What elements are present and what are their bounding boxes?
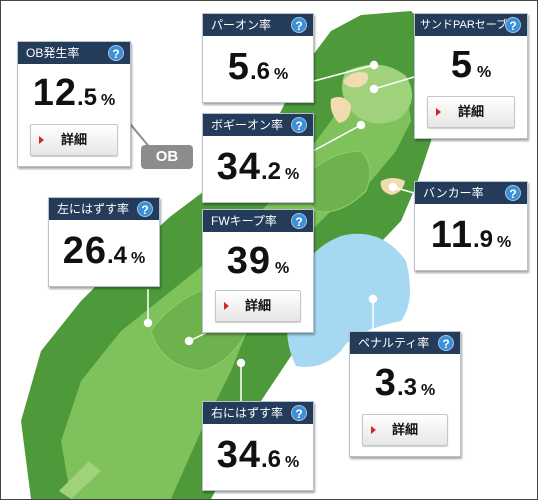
par-on-rate-card: パーオン率? 5.6% (202, 13, 314, 103)
arrow-icon (39, 136, 44, 144)
callout-lines (143, 60, 415, 401)
help-icon[interactable]: ? (291, 213, 307, 229)
help-icon[interactable]: ? (291, 405, 307, 421)
fw-keep-detail-button[interactable]: 詳細 (215, 290, 301, 322)
bunker-rate-card: バンカー率? 11.9% (414, 181, 528, 271)
ob-rate-card: OB発生率? 12.5% 詳細 (17, 41, 131, 167)
right-miss-rate-title: 右にはずす率 (211, 406, 284, 420)
penalty-rate-title: ペナルティ率 (358, 336, 430, 350)
bunker-rate-value: 11.9% (430, 214, 512, 256)
left-miss-rate-card: 左にはずす率? 26.4% (48, 197, 160, 287)
sand-save-rate-card: サンドPARセーブ率? 5% 詳細 (414, 13, 528, 139)
par-on-rate-value: 5.6% (227, 46, 289, 88)
bunker-2 (330, 97, 351, 123)
help-icon[interactable]: ? (291, 117, 307, 133)
sand-save-rate-value: 5% (450, 44, 492, 86)
fw-keep-rate-card: FWキープ率? 39% 詳細 (202, 209, 314, 333)
fw-keep-rate-value: 39% (226, 240, 290, 282)
par-on-rate-title: パーオン率 (211, 18, 272, 32)
sand-save-rate-title: サンドPARセーブ率 (420, 19, 519, 31)
help-icon[interactable]: ? (137, 201, 153, 217)
ob-tag: OB (141, 145, 193, 169)
arrow-icon (371, 426, 376, 434)
bogey-on-rate-value: 34.2% (216, 146, 300, 188)
bogey-on-rate-title: ボギーオン率 (211, 118, 284, 132)
ob-rate-title: OB発生率 (26, 46, 80, 60)
arrow-icon (224, 302, 229, 310)
help-icon[interactable]: ? (438, 335, 454, 351)
penalty-rate-value: 3.3% (374, 362, 436, 404)
penalty-detail-button[interactable]: 詳細 (362, 414, 448, 446)
fw-keep-rate-title: FWキープ率 (211, 214, 277, 228)
tee-box (59, 461, 101, 499)
ob-detail-button[interactable]: 詳細 (30, 124, 118, 156)
help-icon[interactable]: ? (108, 45, 124, 61)
left-miss-rate-value: 26.4% (62, 230, 146, 272)
water-hazard (287, 233, 410, 367)
bunker-rate-title: バンカー率 (423, 186, 484, 200)
sand-save-detail-button[interactable]: 詳細 (427, 96, 515, 128)
right-miss-rate-value: 34.6% (216, 434, 300, 476)
penalty-rate-card: ペナルティ率? 3.3% 詳細 (349, 331, 461, 457)
ob-rate-value: 12.5% (32, 72, 116, 114)
left-miss-rate-title: 左にはずす率 (57, 202, 130, 216)
right-miss-rate-card: 右にはずす率? 34.6% (202, 401, 314, 491)
arrow-icon (436, 108, 441, 116)
help-icon[interactable]: ? (291, 17, 307, 33)
bogey-on-rate-card: ボギーオン率? 34.2% (202, 113, 314, 203)
bunker-1 (343, 72, 368, 88)
help-icon[interactable]: ? (505, 17, 521, 33)
help-icon[interactable]: ? (505, 185, 521, 201)
